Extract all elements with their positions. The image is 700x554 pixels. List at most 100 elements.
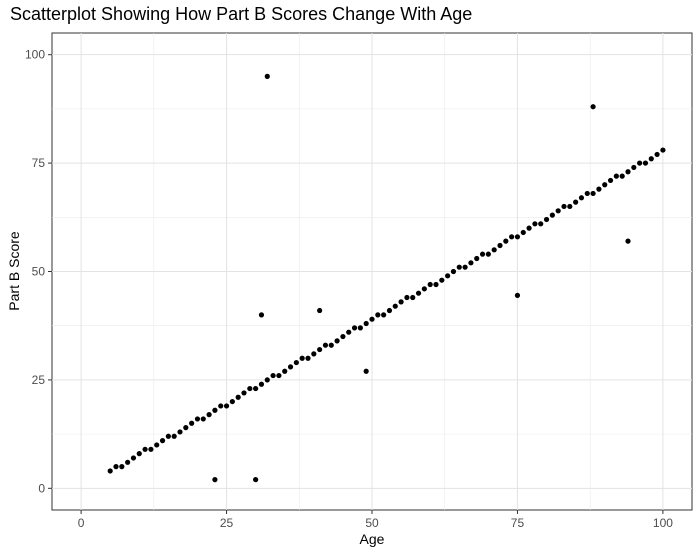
data-point <box>264 73 270 79</box>
data-point <box>567 203 573 210</box>
data-point <box>584 190 590 197</box>
data-point <box>317 346 323 353</box>
data-point <box>474 255 480 262</box>
data-point <box>439 277 445 283</box>
data-point <box>555 208 561 214</box>
data-point <box>311 351 317 357</box>
data-point <box>573 199 579 205</box>
data-point <box>200 416 206 422</box>
x-axis-title: Age <box>360 531 385 547</box>
data-point <box>119 464 125 470</box>
data-point <box>462 264 468 270</box>
data-point <box>503 238 509 244</box>
data-point <box>410 294 416 301</box>
data-point <box>398 299 404 305</box>
axis-ticks <box>48 54 664 514</box>
data-point <box>293 359 299 366</box>
x-tick-label: 50 <box>365 516 379 530</box>
y-tick-label: 50 <box>32 265 46 279</box>
data-point <box>212 407 218 413</box>
data-point <box>404 294 410 301</box>
y-tick-label: 100 <box>25 48 45 62</box>
data-point <box>357 325 363 331</box>
data-point <box>171 433 177 439</box>
data-point <box>578 195 585 201</box>
data-point <box>415 290 422 296</box>
data-point <box>235 394 241 400</box>
data-point <box>148 446 154 452</box>
data-point <box>596 186 602 192</box>
data-point <box>538 221 544 227</box>
data-point <box>223 403 230 409</box>
data-point <box>113 464 119 470</box>
data-point <box>183 425 189 431</box>
data-point <box>305 355 311 361</box>
data-point <box>386 307 393 314</box>
data-point <box>270 372 276 379</box>
data-point <box>212 477 218 483</box>
data-point <box>625 238 631 244</box>
y-axis-title: Part B Score <box>6 231 22 311</box>
major-gridlines <box>52 33 692 510</box>
data-point <box>369 316 375 322</box>
y-tick-label: 25 <box>32 373 46 387</box>
data-point <box>427 281 433 288</box>
data-point <box>189 420 195 426</box>
data-point <box>206 412 212 418</box>
data-point <box>346 329 352 335</box>
data-point <box>154 442 160 448</box>
data-point <box>229 398 235 405</box>
data-point <box>631 164 637 171</box>
data-point <box>392 303 398 309</box>
data-point <box>549 212 555 218</box>
data-point <box>299 355 305 361</box>
chart-title: Scatterplot Showing How Part B Scores Ch… <box>10 4 473 24</box>
x-tick-label: 100 <box>653 516 673 530</box>
data-point <box>136 451 142 457</box>
data-point <box>619 173 625 179</box>
data-point <box>253 385 259 392</box>
data-point <box>648 156 654 162</box>
x-tick-label: 25 <box>220 516 234 530</box>
data-point <box>654 151 660 158</box>
data-point <box>351 325 358 331</box>
data-point <box>625 169 631 175</box>
data-point <box>159 438 166 444</box>
data-point <box>194 416 201 422</box>
data-point <box>363 368 369 374</box>
data-point <box>561 203 567 210</box>
data-point <box>253 477 259 483</box>
data-points <box>107 73 666 483</box>
data-point <box>381 312 387 318</box>
data-point <box>637 160 643 166</box>
data-point <box>491 247 497 253</box>
data-point <box>107 468 113 474</box>
data-point <box>328 342 334 348</box>
data-point <box>514 234 521 240</box>
data-point <box>177 429 183 435</box>
data-point <box>450 268 457 275</box>
x-axis-tick-labels: 0 25 50 75 100 <box>78 516 673 530</box>
data-point <box>334 338 340 344</box>
data-point <box>142 446 148 452</box>
data-point <box>497 242 503 249</box>
data-point <box>421 286 427 292</box>
data-point <box>479 251 486 257</box>
data-point <box>375 312 381 318</box>
data-point <box>165 433 171 439</box>
data-point <box>613 173 619 179</box>
data-point <box>456 264 462 270</box>
data-point <box>317 307 323 314</box>
data-point <box>130 455 137 461</box>
data-point <box>363 320 369 327</box>
x-tick-label: 75 <box>511 516 525 530</box>
data-point <box>125 459 131 465</box>
data-point <box>282 368 288 374</box>
data-point <box>433 281 439 288</box>
data-point <box>520 229 526 236</box>
y-tick-label: 0 <box>38 481 45 495</box>
data-point <box>590 104 596 110</box>
data-point <box>264 377 270 383</box>
data-point <box>247 385 253 392</box>
